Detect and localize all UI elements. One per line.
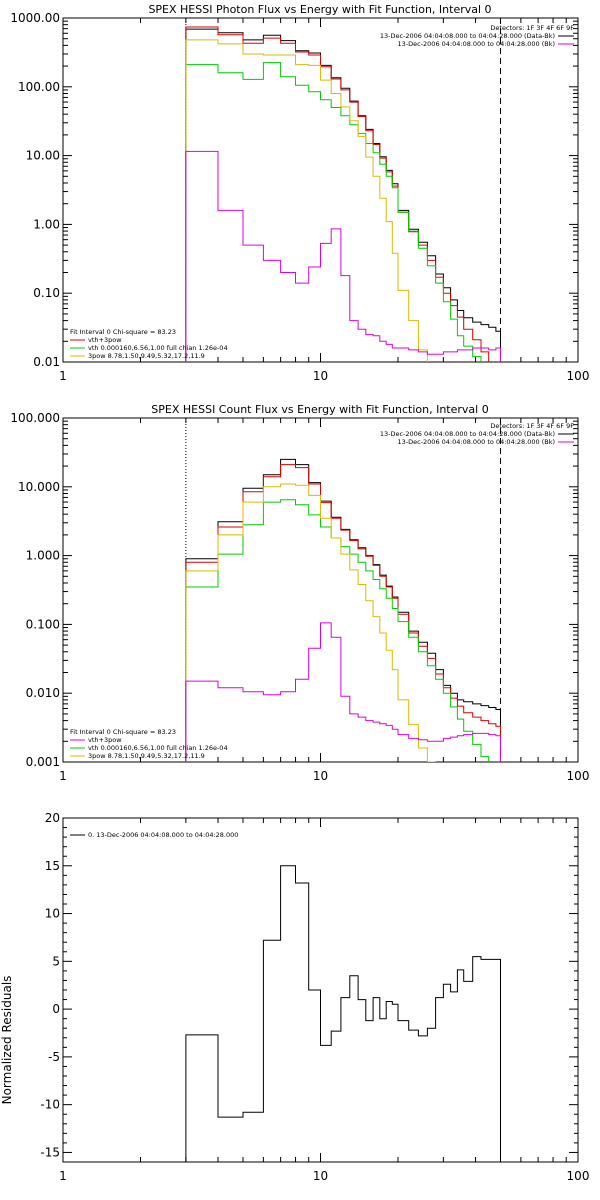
legend-detectors: Detectors: 1F 3F 4F 6F 9F bbox=[490, 422, 574, 430]
count-flux-title: SPEX HESSI Count Flux vs Energy with Fit… bbox=[151, 403, 488, 416]
residuals-y-axis-label: Normalized Residuals bbox=[0, 976, 14, 1105]
series-vth bbox=[185, 499, 490, 762]
legend-fit-vth: vth 0.000160,6.56,1.00 full chian 1.26e-… bbox=[88, 744, 228, 752]
residuals-plot: 1 10 100 -15 -10 -5 0 5 10 15 20 bbox=[40, 811, 589, 1183]
y-tick-label: 20 bbox=[45, 811, 60, 825]
residuals-panel: 1 10 100 -15 -10 -5 0 5 10 15 20 Normalized Residu… bbox=[0, 811, 589, 1183]
y-tick-label: 1.00 bbox=[33, 217, 60, 231]
residuals-legend: 0. 13-Dec-2006 04:04:08.000 to 04:04:28.… bbox=[70, 831, 238, 839]
series-vth bbox=[185, 62, 482, 362]
photon-flux-panel: SPEX HESSI Photon Flux vs Energy with Fi… bbox=[10, 3, 589, 383]
legend-entry-bk: 13-Dec-2006 04:04:08.000 to 04:04:28.000… bbox=[398, 438, 556, 446]
y-tick-label: 100.000 bbox=[10, 411, 60, 425]
y-tick-label: 10 bbox=[45, 907, 60, 921]
x-tick-label: 100 bbox=[567, 1169, 590, 1183]
legend-fit-header: Fit Interval 0 Chi-square = 83.23 bbox=[70, 328, 176, 336]
y-tick-label: -5 bbox=[48, 1050, 60, 1064]
legend-fit-3pow: 3pow 8.78,1.50,9.49,5.32,17.2,11.9 bbox=[88, 752, 205, 760]
x-tick-label: 1 bbox=[59, 769, 67, 783]
x-tick-label: 10 bbox=[313, 1169, 328, 1183]
count-flux-panel: SPEX HESSI Count Flux vs Energy with Fit… bbox=[10, 403, 589, 783]
y-tick-label: 100.00 bbox=[18, 80, 60, 94]
series-3pow bbox=[185, 483, 436, 762]
y-tick-label: 0.10 bbox=[33, 286, 60, 300]
series-bk bbox=[185, 622, 501, 762]
x-tick-label: 100 bbox=[567, 369, 590, 383]
x-tick-label: 10 bbox=[313, 769, 328, 783]
legend-entry-residuals: 0. 13-Dec-2006 04:04:08.000 to 04:04:28.… bbox=[88, 831, 238, 839]
series-0-13-dec-2006-04-04-08-000-to-04-04-28-000 bbox=[185, 865, 501, 1162]
legend-fit-total: vth+3pow bbox=[88, 736, 122, 744]
x-tick-label: 100 bbox=[567, 769, 590, 783]
y-tick-label: 1.000 bbox=[26, 549, 60, 563]
y-tick-label: 5 bbox=[52, 954, 60, 968]
legend-fit-3pow: 3pow 8.78,1.50,9.49,5.32,17.2,11.9 bbox=[88, 352, 205, 360]
count-flux-fit-legend: Fit Interval 0 Chi-square = 83.23 vth+3p… bbox=[70, 728, 228, 760]
y-tick-label: 10.000 bbox=[18, 480, 60, 494]
y-tick-label: 0 bbox=[52, 1002, 60, 1016]
y-tick-label: -10 bbox=[40, 1098, 60, 1112]
y-tick-label: 0.100 bbox=[26, 617, 60, 631]
legend-fit-vth: vth 0.000160,6.56,1.00 full chian 1.26e-… bbox=[88, 344, 228, 352]
legend-entry-data-bk: 13-Dec-2006 04:04:08.000 to 04:04:28.000… bbox=[380, 430, 555, 438]
series-vth-3pow bbox=[185, 464, 501, 762]
series-vth-3pow bbox=[185, 26, 490, 362]
count-flux-detector-legend: Detectors: 1F 3F 4F 6F 9F 13-Dec-2006 04… bbox=[380, 422, 574, 446]
legend-entry-data-bk: 13-Dec-2006 04:04:08.000 to 04:04:28.000… bbox=[380, 32, 555, 40]
x-tick-label: 10 bbox=[313, 369, 328, 383]
y-tick-label: 10.00 bbox=[26, 149, 60, 163]
photon-flux-detector-legend: Detectors: 1F 3F 4F 6F 9F 13-Dec-2006 04… bbox=[380, 24, 574, 48]
y-tick-label: 1000.00 bbox=[10, 11, 60, 25]
y-tick-label: 0.001 bbox=[26, 755, 60, 769]
x-tick-label: 1 bbox=[59, 1169, 67, 1183]
photon-flux-title: SPEX HESSI Photon Flux vs Energy with Fi… bbox=[148, 3, 491, 16]
x-tick-label: 1 bbox=[59, 369, 67, 383]
y-tick-label: 15 bbox=[45, 859, 60, 873]
legend-detectors: Detectors: 1F 3F 4F 6F 9F bbox=[490, 24, 574, 32]
count-flux-plot: 1 10 100 0.001 0.010 0.100 1.000 10.000 100.000 bbox=[10, 411, 589, 783]
photon-flux-plot: 1 10 100 0.01 0.10 1.00 10.00 100.00 1000.00 bbox=[10, 11, 589, 383]
legend-fit-header: Fit Interval 0 Chi-square = 83.23 bbox=[70, 728, 176, 736]
series-3pow bbox=[185, 39, 428, 362]
series-bk bbox=[185, 150, 501, 362]
y-tick-label: 0.01 bbox=[33, 355, 60, 369]
photon-flux-fit-legend: Fit Interval 0 Chi-square = 83.23 vth+3p… bbox=[70, 328, 228, 360]
y-tick-label: -15 bbox=[40, 1145, 60, 1159]
y-tick-label: 0.010 bbox=[26, 686, 60, 700]
legend-fit-total: vth+3pow bbox=[88, 336, 122, 344]
legend-entry-bk: 13-Dec-2006 04:04:08.000 to 04:04:28.000… bbox=[398, 40, 556, 48]
